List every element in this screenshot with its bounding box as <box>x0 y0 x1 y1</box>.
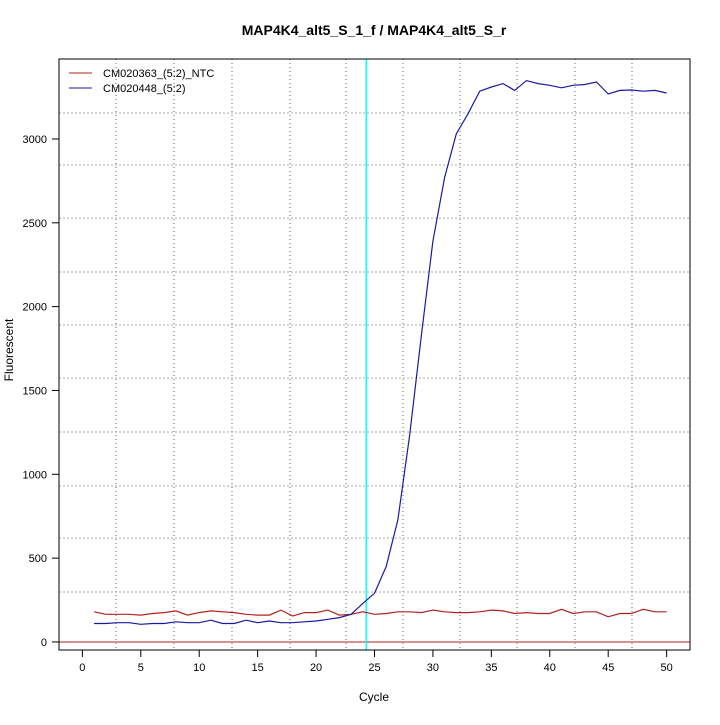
y-tick-label: 2500 <box>23 218 47 230</box>
x-tick-label: 0 <box>79 662 85 674</box>
series-line-sample <box>94 79 667 625</box>
legend: CM020363_(5:2)_NTC CM020448_(5:2) <box>69 68 214 95</box>
y-axis: 0 500 1000 1500 2000 2500 3000 <box>23 134 60 649</box>
series-line-ntc <box>93 608 667 618</box>
x-tick-label: 40 <box>544 662 556 674</box>
grid <box>59 59 690 650</box>
x-tick-label: 50 <box>661 662 673 674</box>
y-tick-label: 3000 <box>23 134 47 146</box>
x-tick-label: 20 <box>310 662 322 674</box>
legend-label-ntc: CM020363_(5:2)_NTC <box>103 68 214 80</box>
x-tick-label: 5 <box>138 662 144 674</box>
x-axis: 0 5 10 15 20 25 30 35 40 45 50 <box>79 649 673 674</box>
y-tick-label: 1000 <box>23 469 47 481</box>
legend-label-sample: CM020448_(5:2) <box>103 83 186 95</box>
x-tick-label: 30 <box>427 662 439 674</box>
x-tick-label: 10 <box>193 662 205 674</box>
x-tick-label: 15 <box>252 662 264 674</box>
y-tick-label: 2000 <box>23 302 47 314</box>
y-tick-label: 500 <box>29 553 47 565</box>
y-axis-label: Fluorescent <box>2 318 16 381</box>
x-tick-label: 35 <box>485 662 497 674</box>
x-tick-label: 45 <box>602 662 614 674</box>
series-group <box>59 59 690 650</box>
y-tick-label: 1500 <box>23 385 47 397</box>
y-tick-label: 0 <box>41 637 47 649</box>
chart-title: MAP4K4_alt5_S_1_f / MAP4K4_alt5_S_r <box>242 22 507 38</box>
x-tick-label: 25 <box>368 662 380 674</box>
plot-frame <box>58 58 691 651</box>
x-axis-label: Cycle <box>359 690 389 704</box>
